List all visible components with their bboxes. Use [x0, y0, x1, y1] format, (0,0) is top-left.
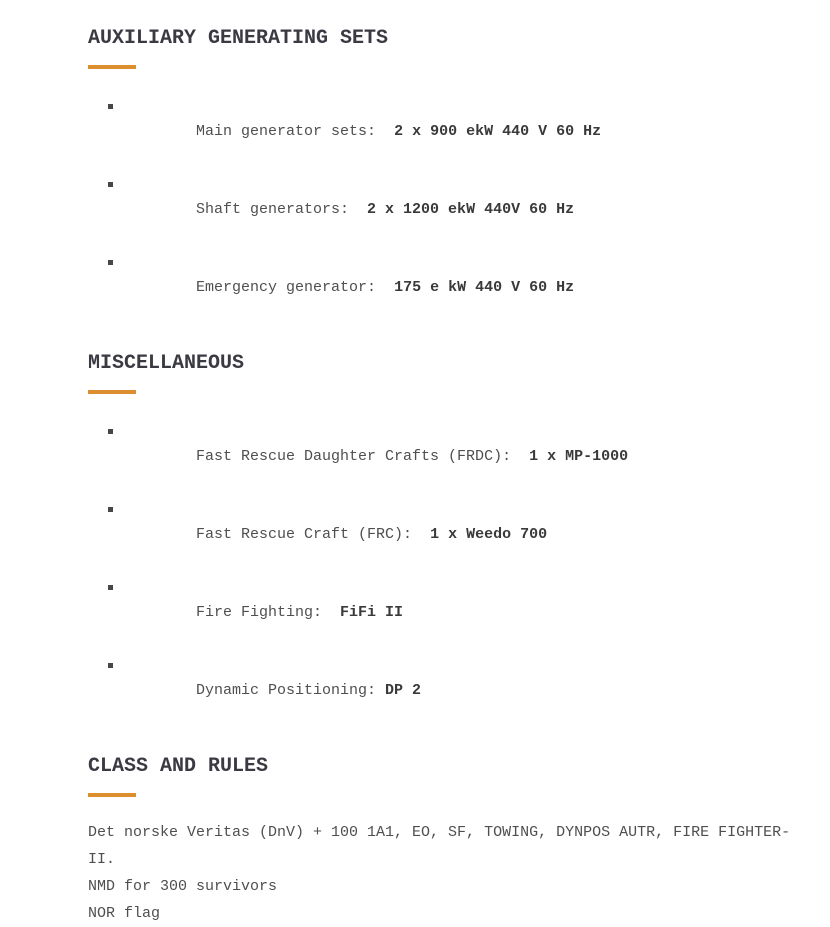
item-value: 175 e kW 440 V 60 Hz — [394, 279, 575, 296]
item-value: DP 2 — [385, 682, 422, 699]
accent-rule — [88, 390, 136, 394]
bullet-square-icon — [108, 663, 113, 668]
section-title: CLASS AND RULES — [88, 755, 269, 778]
section-class-and-rules: CLASS AND RULES Det norske Veritas (DnV)… — [88, 755, 820, 927]
list-item: Fast Rescue Daughter Crafts (FRDC): 1 x … — [88, 418, 820, 496]
list-item: Shaft generators: 2 x 1200 ekW 440V 60 H… — [88, 171, 820, 249]
section-title: AUXILIARY GENERATING SETS — [88, 27, 389, 50]
bullet-square-icon — [108, 429, 113, 434]
list-item: Fire Fighting: FiFi II — [88, 574, 820, 652]
list-item: Fast Rescue Craft (FRC): 1 x Weedo 700 — [88, 496, 820, 574]
item-value: 2 x 1200 ekW 440V 60 Hz — [367, 201, 575, 218]
bullet-square-icon — [108, 507, 113, 512]
bullet-square-icon — [108, 104, 113, 109]
spec-list: Fast Rescue Daughter Crafts (FRDC): 1 x … — [88, 418, 820, 730]
item-label: Dynamic Positioning: — [196, 682, 386, 699]
item-label: Emergency generator: — [196, 279, 395, 296]
item-value: FiFi II — [340, 604, 404, 621]
list-item: Main generator sets: 2 x 900 ekW 440 V 6… — [88, 93, 820, 171]
item-label: Shaft generators: — [196, 201, 368, 218]
accent-rule — [88, 793, 136, 797]
item-value: 2 x 900 ekW 440 V 60 Hz — [394, 123, 602, 140]
item-label: Fast Rescue Craft (FRC): — [196, 526, 431, 543]
item-value: 1 x MP-1000 — [529, 448, 629, 465]
list-item: Emergency generator: 175 e kW 440 V 60 H… — [88, 249, 820, 327]
item-label: Main generator sets: — [196, 123, 395, 140]
nmd-survivors-text: NMD for 300 survivors — [88, 878, 278, 895]
item-label: Fast Rescue Daughter Crafts (FRDC): — [196, 448, 530, 465]
spec-list: Main generator sets: 2 x 900 ekW 440 V 6… — [88, 93, 820, 327]
list-item: Dynamic Positioning: DP 2 — [88, 652, 820, 730]
flag-text: NOR flag — [88, 905, 161, 922]
bullet-square-icon — [108, 260, 113, 265]
bullet-square-icon — [108, 182, 113, 187]
item-value: 1 x Weedo 700 — [430, 526, 548, 543]
bullet-square-icon — [108, 585, 113, 590]
class-notation-text: Det norske Veritas (DnV) + 100 1A1, EO, … — [88, 824, 791, 868]
section-miscellaneous: MISCELLANEOUS Fast Rescue Daughter Craft… — [88, 352, 820, 730]
section-title: MISCELLANEOUS — [88, 352, 245, 375]
item-label: Fire Fighting: — [196, 604, 341, 621]
class-notation-block: Det norske Veritas (DnV) + 100 1A1, EO, … — [88, 819, 802, 927]
accent-rule — [88, 65, 136, 69]
section-auxiliary-generating-sets: AUXILIARY GENERATING SETS Main generator… — [88, 27, 820, 327]
spec-sheet-page: AUXILIARY GENERATING SETS Main generator… — [88, 27, 820, 922]
